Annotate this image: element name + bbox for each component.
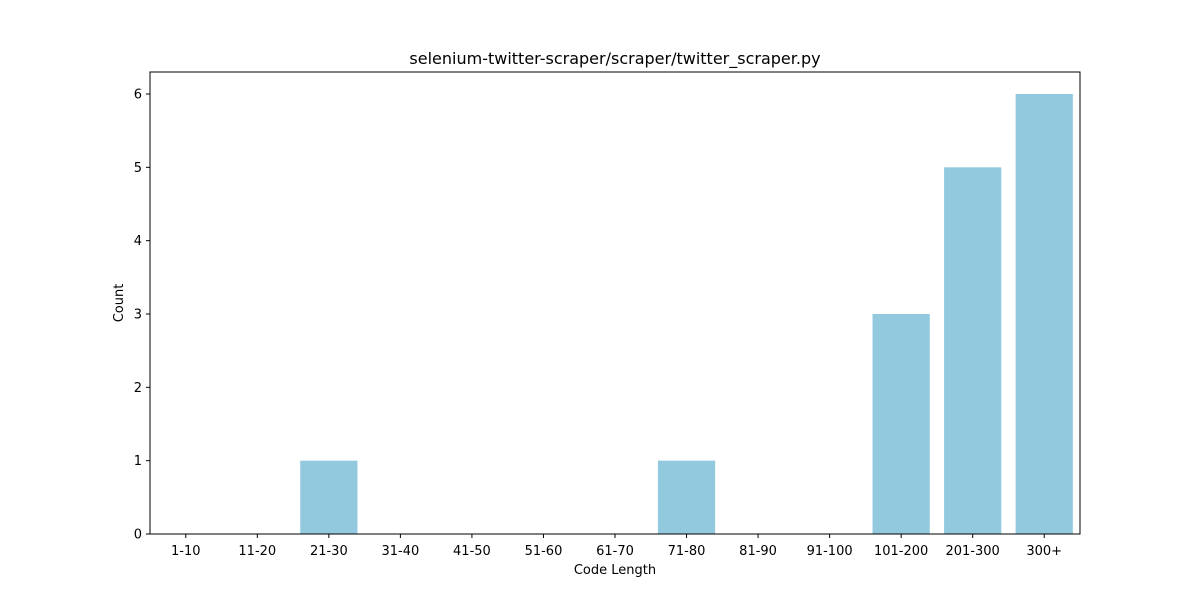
bar-71-80 (657, 460, 716, 534)
bar-300+ (1015, 94, 1073, 534)
plot-frame (149, 71, 1081, 535)
x-tick-label: 61-70 (596, 544, 634, 559)
x-tick-label: 91-100 (807, 544, 853, 559)
chart-title: selenium-twitter-scraper/scraper/twitter… (409, 49, 820, 69)
bar-101-200 (872, 314, 930, 534)
bar-21-30 (300, 460, 358, 534)
y-axis-label: Count (112, 284, 127, 323)
y-tick-label: 6 (134, 88, 142, 103)
x-tick-label: 300+ (1026, 544, 1062, 559)
x-tick-label: 101-200 (874, 544, 928, 559)
y-axis-ticks: 0 1 2 3 4 5 6 (134, 88, 150, 543)
x-tick-label: 51-60 (525, 544, 563, 559)
bar-201-300 (944, 167, 1002, 534)
x-tick-label: 1-10 (171, 544, 201, 559)
x-tick-label: 41-50 (453, 544, 491, 559)
bars-group (300, 94, 1073, 534)
y-tick-label: 5 (134, 161, 142, 176)
x-tick-label: 11-20 (238, 544, 276, 559)
x-tick-label: 31-40 (381, 544, 419, 559)
y-tick-label: 0 (134, 528, 142, 543)
x-axis-label: Code Length (574, 563, 656, 578)
x-tick-label: 81-90 (739, 544, 777, 559)
y-tick-label: 2 (134, 381, 142, 396)
x-tick-label: 71-80 (668, 544, 706, 559)
y-tick-label: 1 (134, 454, 142, 469)
y-tick-label: 4 (134, 234, 142, 249)
x-tick-label: 201-300 (946, 544, 1000, 559)
x-tick-label: 21-30 (310, 544, 348, 559)
y-tick-label: 3 (134, 308, 142, 323)
x-axis-ticks: 1-10 11-20 21-30 31-40 41-50 51-60 61-70 71-80 8… (171, 534, 1062, 559)
